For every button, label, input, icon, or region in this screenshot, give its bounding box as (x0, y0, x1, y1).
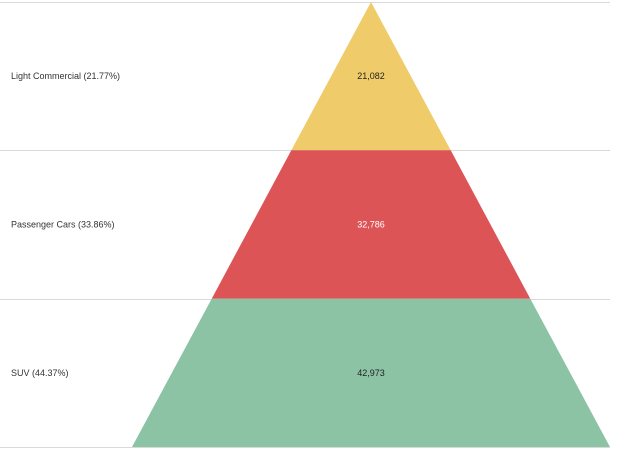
segment-value-label: 42,973 (357, 368, 385, 378)
segment-labels: Light Commercial (21.77%) Passenger Cars … (11, 71, 120, 378)
pyramid-segments (132, 2, 610, 447)
pyramid-segment-suv[interactable] (132, 298, 610, 447)
segment-label: Light Commercial (21.77%) (11, 71, 120, 81)
segment-label: Passenger Cars (33.86%) (11, 220, 115, 230)
pyramid-segment-passenger-cars[interactable] (211, 150, 531, 299)
segment-values: 21,082 32,786 42,973 (357, 71, 385, 378)
segment-value-label: 32,786 (357, 220, 385, 230)
segment-value-label: 21,082 (357, 71, 385, 81)
pyramid-segment-light-commercial[interactable] (291, 2, 451, 151)
segment-label: SUV (44.37%) (11, 368, 69, 378)
